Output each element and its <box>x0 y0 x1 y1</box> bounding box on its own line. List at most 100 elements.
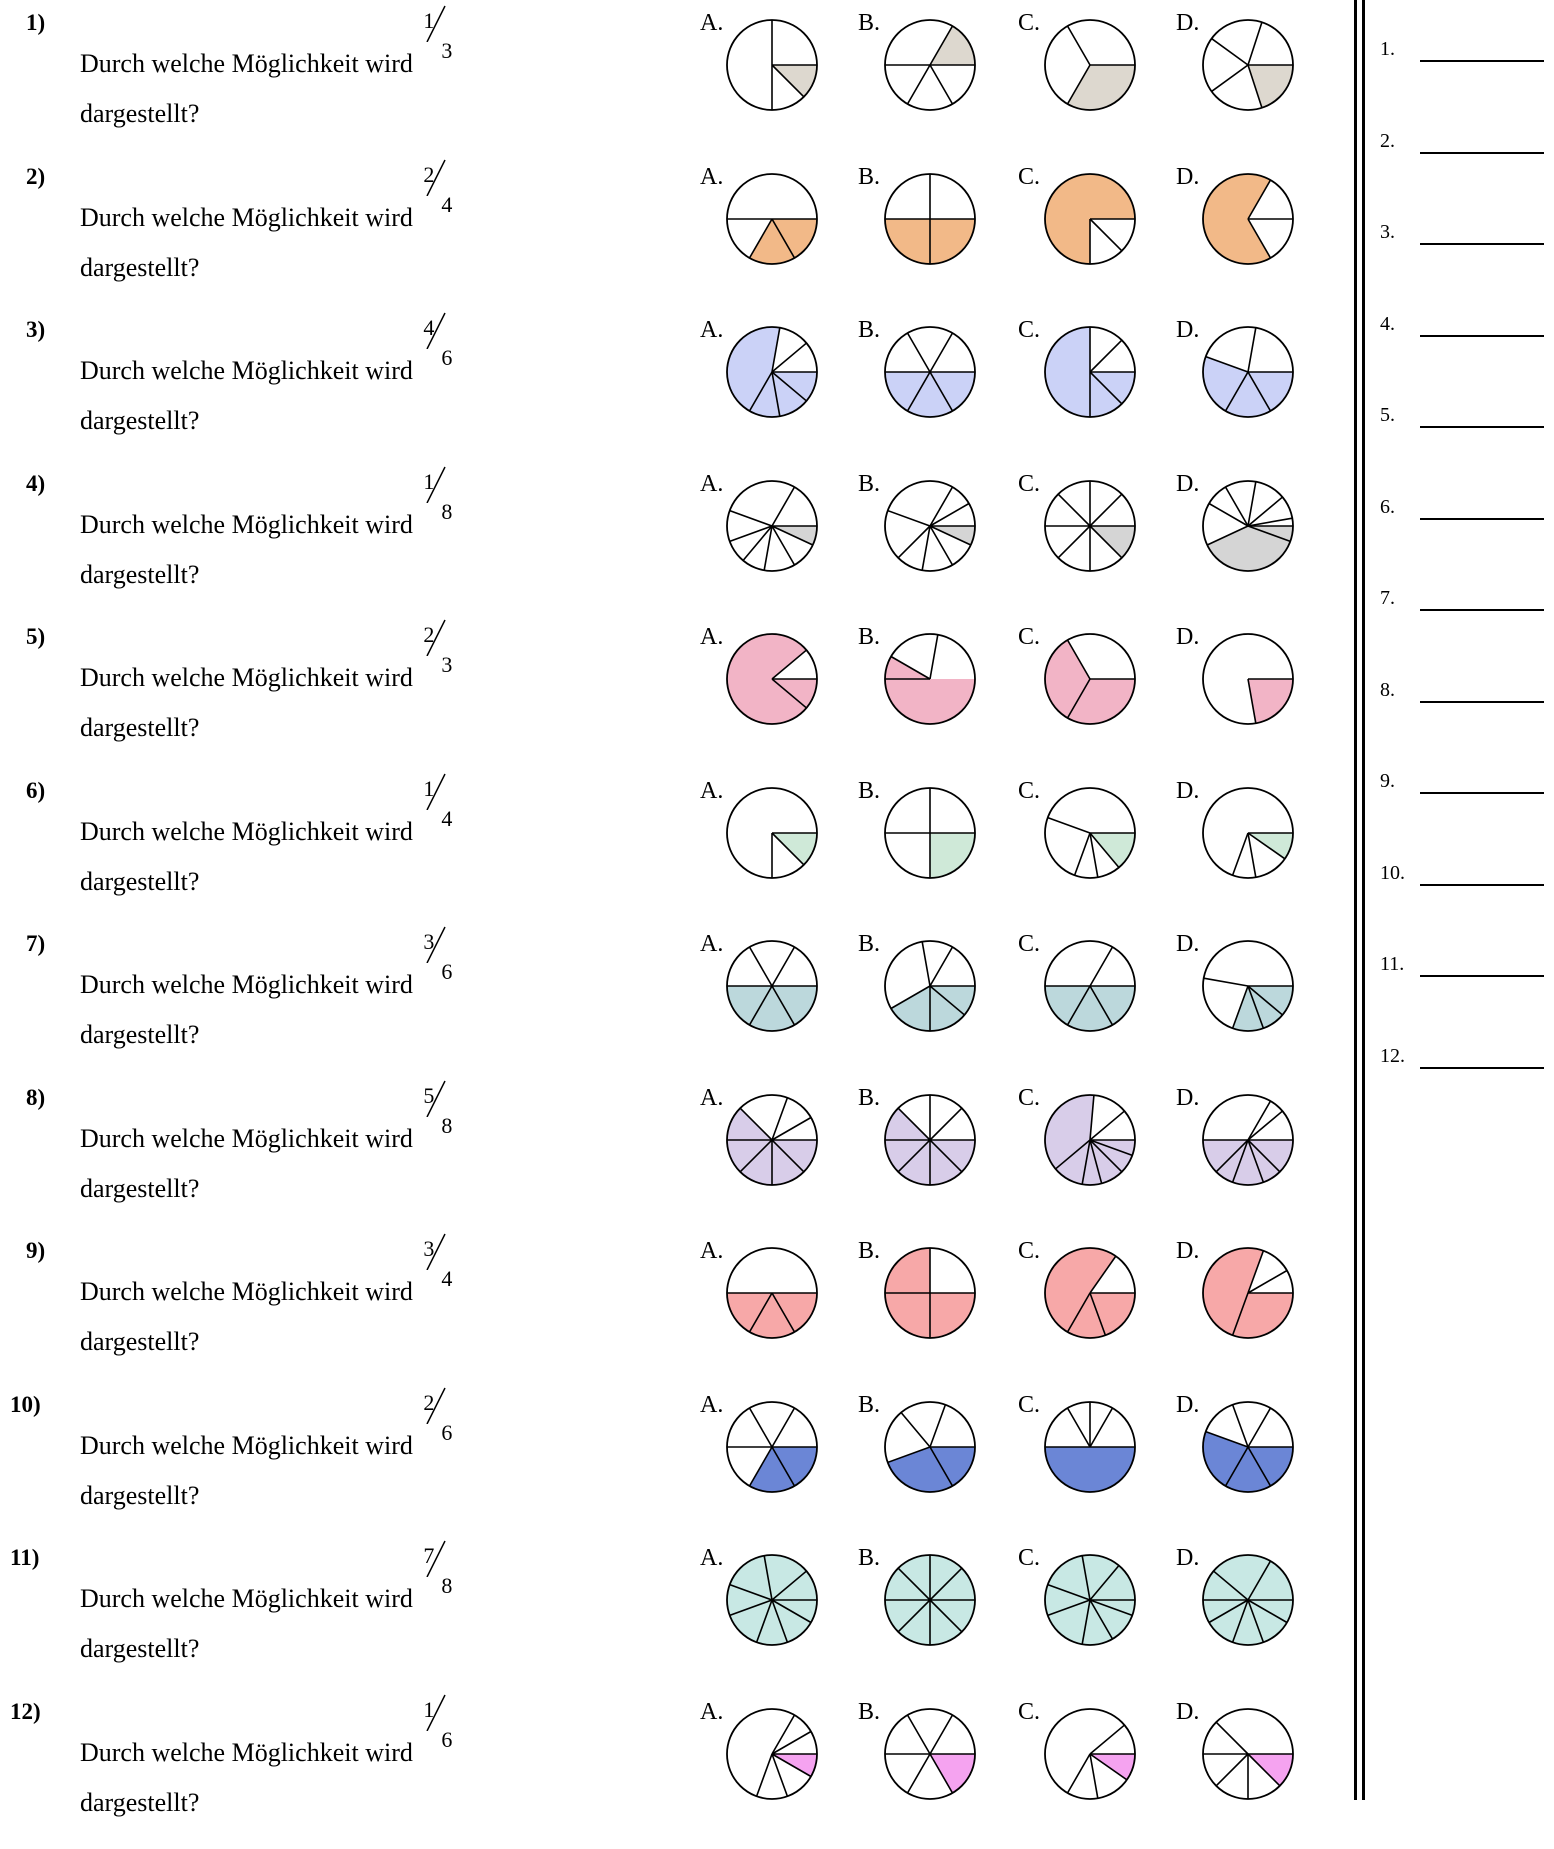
question-text: Durch welche Möglichkeit wird 4 6 dargeste… <box>80 312 465 446</box>
choice-d[interactable]: D. <box>1176 624 1326 754</box>
choice-label: D. <box>1176 1391 1200 1418</box>
choice-b[interactable]: B. <box>858 1238 1008 1368</box>
pie-outline <box>884 1247 976 1339</box>
choice-d[interactable]: D. <box>1176 471 1326 601</box>
choice-c[interactable]: C. <box>1018 1238 1168 1368</box>
choice-c[interactable]: C. <box>1018 1392 1168 1522</box>
question-text: Durch welche Möglichkeit wird 3 4 dargeste… <box>80 1233 465 1367</box>
choice-a[interactable]: A. <box>700 471 850 601</box>
choice-label: A. <box>700 931 724 957</box>
answer-blank[interactable] <box>1420 517 1544 520</box>
fraction-numerator: 4 <box>423 315 435 340</box>
answer-blank[interactable] <box>1420 151 1544 154</box>
choice-b[interactable]: B. <box>858 1699 1008 1829</box>
answer-blank[interactable] <box>1420 426 1544 428</box>
question-prompt: Durch welche Möglichkeit wird <box>80 1584 420 1613</box>
choice-label: A. <box>700 10 724 36</box>
choice-d[interactable]: D. <box>1176 164 1326 294</box>
pie-divider <box>929 371 954 412</box>
choice-d[interactable]: D. <box>1176 1545 1326 1675</box>
choice-d[interactable]: D. <box>1176 10 1326 140</box>
fraction-slash <box>426 1694 447 1731</box>
choice-c[interactable]: C. <box>1018 1085 1168 1215</box>
pie-divider <box>1247 327 1257 373</box>
choice-c[interactable]: C. <box>1018 164 1168 294</box>
pie-slice-shaded <box>1203 356 1248 411</box>
answer-blank[interactable] <box>1420 334 1544 337</box>
choice-b[interactable]: B. <box>858 1085 1008 1215</box>
pie-chart <box>726 1554 818 1646</box>
pie-divider <box>771 1599 789 1643</box>
choice-d[interactable]: D. <box>1176 1238 1326 1368</box>
answer-blank[interactable] <box>1420 792 1544 794</box>
choice-d[interactable]: D. <box>1176 1392 1326 1522</box>
choice-label: C. <box>1018 317 1041 343</box>
choice-a[interactable]: A. <box>700 1085 850 1215</box>
pie-slice-shaded <box>1248 679 1293 724</box>
choice-b[interactable]: B. <box>858 778 1008 908</box>
pie-divider <box>1066 1292 1091 1333</box>
choice-d[interactable]: D. <box>1176 1699 1326 1829</box>
pie-outline <box>884 1554 976 1646</box>
choice-c[interactable]: C. <box>1018 10 1168 140</box>
choice-c[interactable]: C. <box>1018 471 1168 601</box>
choice-a[interactable]: A. <box>700 317 850 447</box>
question-text: Durch welche Möglichkeit wird 3 6 dargeste… <box>80 926 465 1060</box>
choice-a[interactable]: A. <box>700 1699 850 1829</box>
answer-blank[interactable] <box>1420 975 1544 977</box>
choice-d[interactable]: D. <box>1176 1085 1326 1215</box>
answer-blank[interactable] <box>1420 1066 1544 1069</box>
answer-blank[interactable] <box>1420 883 1544 886</box>
choice-c[interactable]: C. <box>1018 1545 1168 1675</box>
pie-divider <box>771 1407 796 1447</box>
choice-a[interactable]: A. <box>700 931 850 1061</box>
question-text: Durch welche Möglichkeit wird 1 4 dargeste… <box>80 773 465 907</box>
choice-b[interactable]: B. <box>858 1545 1008 1675</box>
answer-number: 11. <box>1380 953 1405 975</box>
choice-d[interactable]: D. <box>1176 931 1326 1061</box>
choice-a[interactable]: A. <box>700 10 850 140</box>
choice-label: D. <box>1176 1084 1200 1111</box>
pie-divider <box>771 371 781 417</box>
choice-b[interactable]: B. <box>858 624 1008 754</box>
pie-outline <box>1202 1247 1294 1339</box>
choice-c[interactable]: C. <box>1018 931 1168 1061</box>
pie-divider <box>897 1138 931 1172</box>
choice-label: A. <box>700 470 724 497</box>
pie-divider <box>1066 25 1091 66</box>
choice-label: A. <box>700 1698 724 1725</box>
choice-c[interactable]: C. <box>1018 1699 1168 1829</box>
choice-label: D. <box>1176 1545 1200 1571</box>
choice-c[interactable]: C. <box>1018 624 1168 754</box>
pie-divider <box>1089 1138 1133 1156</box>
choice-b[interactable]: B. <box>858 10 1008 140</box>
pie-outline <box>1044 940 1136 1032</box>
choice-d[interactable]: D. <box>1176 778 1326 908</box>
answer-blank[interactable] <box>1420 700 1544 703</box>
pie-chart <box>1202 326 1294 418</box>
choice-b[interactable]: B. <box>858 164 1008 294</box>
choice-a[interactable]: A. <box>700 164 850 294</box>
choice-label: D. <box>1176 1698 1200 1725</box>
choice-c[interactable]: C. <box>1018 317 1168 447</box>
pie-outline <box>884 1093 976 1186</box>
choice-c[interactable]: C. <box>1018 778 1168 908</box>
answer-line-4: 4. <box>1380 313 1550 353</box>
choice-d[interactable]: D. <box>1176 317 1326 447</box>
choice-b[interactable]: B. <box>858 1392 1008 1522</box>
pie-chart <box>1202 1707 1294 1800</box>
answer-blank[interactable] <box>1420 60 1544 62</box>
choice-b[interactable]: B. <box>858 931 1008 1061</box>
choice-a[interactable]: A. <box>700 1545 850 1675</box>
answer-blank[interactable] <box>1420 609 1544 611</box>
answer-blank[interactable] <box>1420 243 1544 245</box>
choice-a[interactable]: A. <box>700 1238 850 1368</box>
choice-b[interactable]: B. <box>858 317 1008 447</box>
choice-a[interactable]: A. <box>700 778 850 908</box>
choice-a[interactable]: A. <box>700 1392 850 1522</box>
pie-divider <box>1205 1430 1249 1448</box>
choice-a[interactable]: A. <box>700 624 850 754</box>
divider-line <box>1354 0 1357 1800</box>
choice-b[interactable]: B. <box>858 471 1008 601</box>
pie-divider <box>1247 481 1257 526</box>
